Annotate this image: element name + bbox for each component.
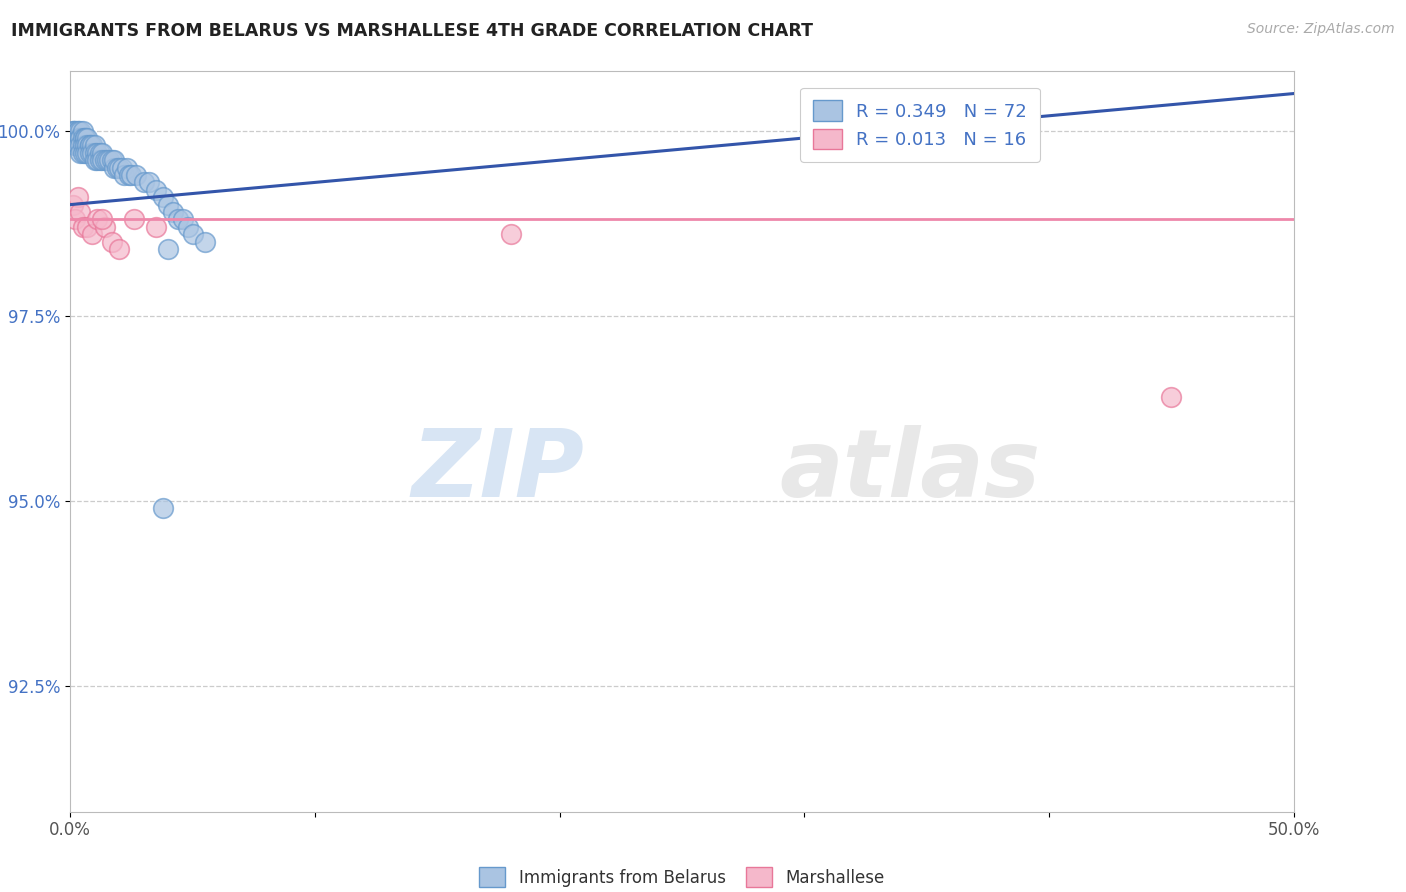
Point [62,197,84,211]
Point [103,161,125,175]
Point [69,138,91,153]
Point [108,242,131,256]
Point [66,138,89,153]
Point [138,176,160,190]
Point [132,176,155,190]
Point [79,145,101,160]
Text: ZIP: ZIP [411,425,583,517]
Point [66,131,89,145]
Point [66,190,89,204]
Point [79,138,101,153]
Point [66,131,89,145]
Point [72,219,94,234]
Point [72,138,94,153]
Point [69,205,91,219]
Point [499,227,522,242]
Point [63,212,86,227]
Point [76,138,98,153]
Point [167,212,190,227]
Point [118,168,141,182]
Point [157,242,180,256]
Text: IMMIGRANTS FROM BELARUS VS MARSHALLESE 4TH GRADE CORRELATION CHART: IMMIGRANTS FROM BELARUS VS MARSHALLESE 4… [11,22,813,40]
Legend: Immigrants from Belarus, Marshallese: Immigrants from Belarus, Marshallese [472,861,891,892]
Text: Source: ZipAtlas.com: Source: ZipAtlas.com [1247,22,1395,37]
Point [82,138,104,153]
Point [82,145,104,160]
Point [79,138,101,153]
Point [66,123,89,137]
Point [181,227,204,242]
Point [83,138,105,153]
Point [63,131,86,145]
Point [62,123,84,137]
Point [62,131,84,145]
Point [103,153,125,168]
Point [115,161,138,175]
Point [172,212,194,227]
Point [91,212,114,227]
Point [157,197,180,211]
Point [91,145,114,160]
Point [69,145,91,160]
Point [69,131,91,145]
Point [72,145,94,160]
Point [96,153,118,168]
Point [86,212,108,227]
Point [121,168,143,182]
Point [89,145,111,160]
Point [105,161,128,175]
Point [1160,390,1182,404]
Point [76,219,98,234]
Point [66,138,89,153]
Point [76,131,98,145]
Point [93,219,115,234]
Point [112,168,135,182]
Point [145,219,167,234]
Point [145,183,167,197]
Point [93,153,115,168]
Point [111,161,134,175]
Point [194,235,217,249]
Point [69,131,91,145]
Point [98,153,121,168]
Point [73,131,96,145]
Point [162,205,184,219]
Point [101,153,124,168]
Point [83,153,105,168]
Point [152,190,174,204]
Point [83,145,105,160]
Point [82,227,104,242]
Point [86,153,108,168]
Point [86,145,108,160]
Point [62,123,84,137]
Point [73,131,96,145]
Point [69,123,91,137]
Point [63,131,86,145]
Point [73,138,96,153]
Point [89,153,111,168]
Point [152,501,174,516]
Point [63,123,86,137]
Point [108,161,131,175]
Point [66,123,89,137]
Point [63,138,86,153]
Point [76,145,98,160]
Point [125,168,148,182]
Point [72,131,94,145]
Point [177,219,200,234]
Point [91,153,114,168]
Point [122,212,145,227]
Text: atlas: atlas [780,425,1040,517]
Point [63,138,86,153]
Point [72,123,94,137]
Point [63,123,86,137]
Point [101,235,124,249]
Point [73,145,96,160]
